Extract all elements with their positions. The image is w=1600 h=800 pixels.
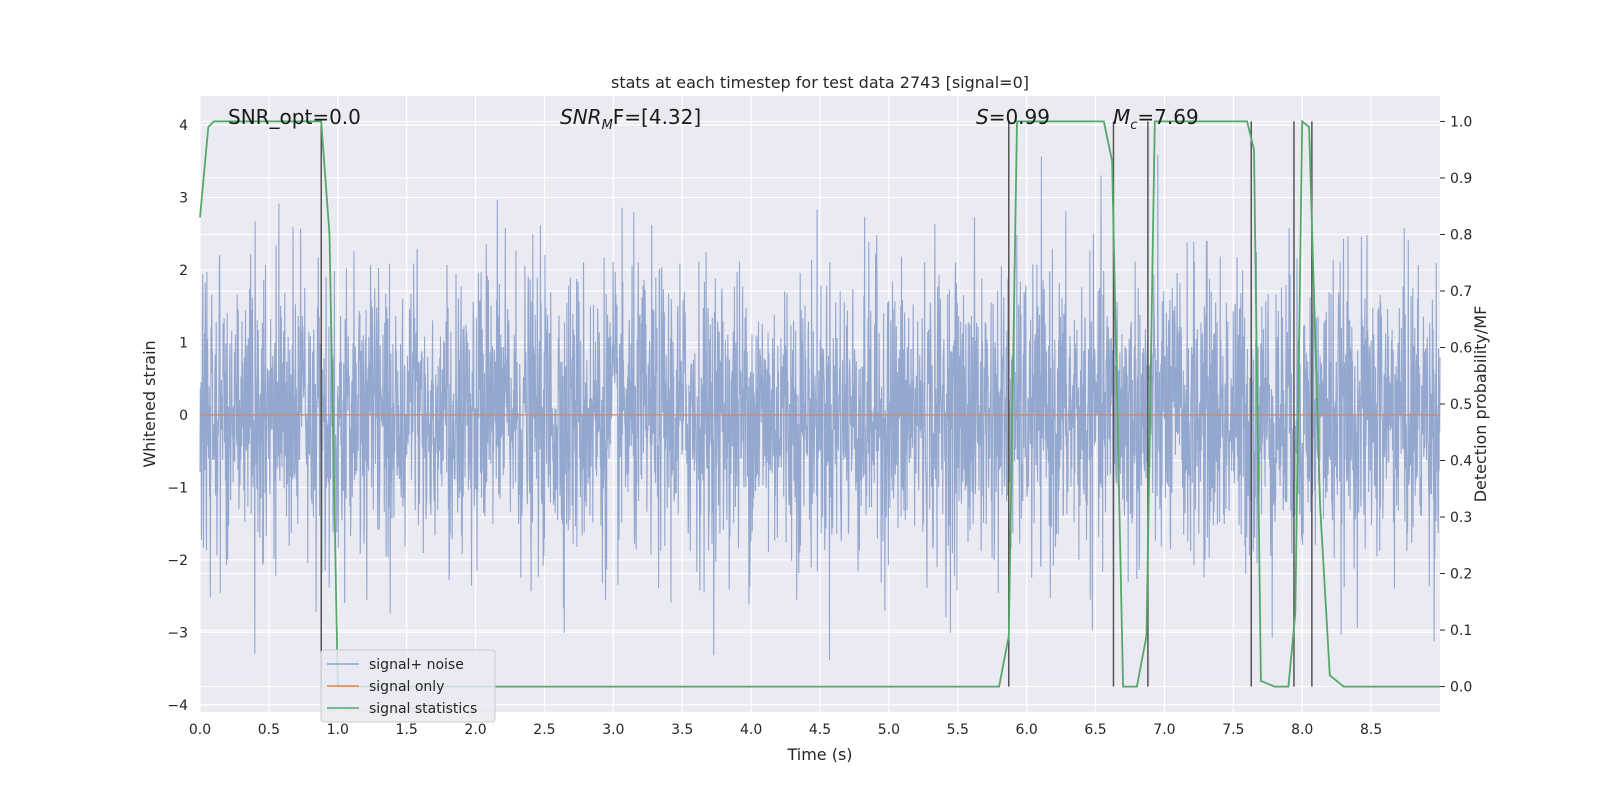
y2-tick-label: 0.2 — [1450, 567, 1472, 583]
legend-label-signal-noise: signal+ noise — [369, 657, 464, 673]
x-tick-label: 3.5 — [671, 722, 693, 738]
legend-label-signal-only: signal only — [369, 679, 444, 695]
x-axis-label: Time (s) — [786, 745, 852, 764]
annotation-snr-mf-symbol: SNR — [560, 105, 602, 129]
x-tick-label: 2.5 — [533, 722, 555, 738]
y2-tick-label: 0.3 — [1450, 510, 1472, 526]
x-tick-label: 4.5 — [809, 722, 831, 738]
y-tick-label: 2 — [179, 263, 188, 279]
y2-tick-label: 0.5 — [1450, 397, 1472, 413]
y2-tick-label: 0.9 — [1450, 171, 1472, 187]
y2-tick-label: 0.6 — [1450, 340, 1472, 356]
x-tick-label: 7.0 — [1153, 722, 1175, 738]
y-tick-label: 4 — [179, 118, 188, 134]
annotation-snr-mf: SNRMF=[4.32] — [560, 105, 701, 133]
x-tick-label: 5.0 — [878, 722, 900, 738]
chart-title: stats at each timestep for test data 274… — [611, 73, 1029, 92]
x-tick-label: 0.5 — [258, 722, 280, 738]
annotation-mc-value: =7.69 — [1137, 105, 1198, 129]
y2-axis-label: Detection probability/MF — [1471, 306, 1490, 503]
annotation-snr-mf-subscript: M — [602, 118, 613, 133]
annotation-s-symbol: S — [976, 105, 989, 129]
x-tick-label: 8.5 — [1360, 722, 1382, 738]
y-tick-label: −3 — [167, 625, 188, 641]
x-tick-label: 6.0 — [1016, 722, 1038, 738]
x-tick-label: 0.0 — [189, 722, 211, 738]
x-tick-label: 1.5 — [396, 722, 418, 738]
x-tick-label: 8.0 — [1291, 722, 1313, 738]
annotation-mc-subscript: c — [1130, 118, 1137, 133]
x-tick-label: 6.5 — [1084, 722, 1106, 738]
legend-box — [320, 649, 496, 723]
x-tick-label: 4.0 — [740, 722, 762, 738]
y-tick-label: 1 — [179, 335, 188, 351]
annotation-s-value: =0.99 — [989, 105, 1050, 129]
annotation-snr-opt: SNR_opt=0.0 — [228, 105, 361, 129]
y2-tick-label: 0.7 — [1450, 284, 1472, 300]
y-axis-label: Whitened strain — [140, 340, 159, 467]
axis-ticks: 0.0 0.5 1.0 1.5 2.0 2.5 3.0 3.5 4.0 4.5 5.0 5.5 6.0 6… — [167, 114, 1472, 738]
legend-label-signal-statistics: signal statistics — [369, 701, 477, 717]
annotation-mc-symbol: M — [1113, 105, 1130, 129]
signal-statistics-series — [199, 119, 1440, 688]
y2-tick-label: 0.1 — [1450, 623, 1472, 639]
signal-noise-line — [199, 155, 1441, 661]
x-tick-label: 3.0 — [602, 722, 624, 738]
y2-tick-label: 0.0 — [1450, 680, 1472, 696]
y-tick-label: 3 — [179, 190, 188, 206]
y-tick-label: −2 — [167, 553, 188, 569]
annotation-mc: Mc=7.69 — [1113, 105, 1199, 133]
annotation-snr-mf-value: F=[4.32] — [613, 105, 701, 129]
y2-tick-label: 1.0 — [1450, 114, 1472, 130]
x-tick-label: 2.0 — [464, 722, 486, 738]
legend: signal+ noise signal only signal statist… — [320, 649, 496, 723]
x-tick-label: 7.5 — [1222, 722, 1244, 738]
y-tick-label: 0 — [179, 408, 188, 424]
signal-noise-series — [199, 155, 1441, 661]
annotation-s: S=0.99 — [976, 105, 1050, 129]
y-tick-label: −4 — [167, 698, 188, 714]
x-tick-label: 5.5 — [947, 722, 969, 738]
y2-tick-label: 0.8 — [1450, 227, 1472, 243]
y2-tick-label: 0.4 — [1450, 454, 1472, 470]
x-tick-label: 1.0 — [327, 722, 349, 738]
y-tick-label: −1 — [167, 480, 188, 496]
signal-statistics-line — [199, 119, 1440, 688]
